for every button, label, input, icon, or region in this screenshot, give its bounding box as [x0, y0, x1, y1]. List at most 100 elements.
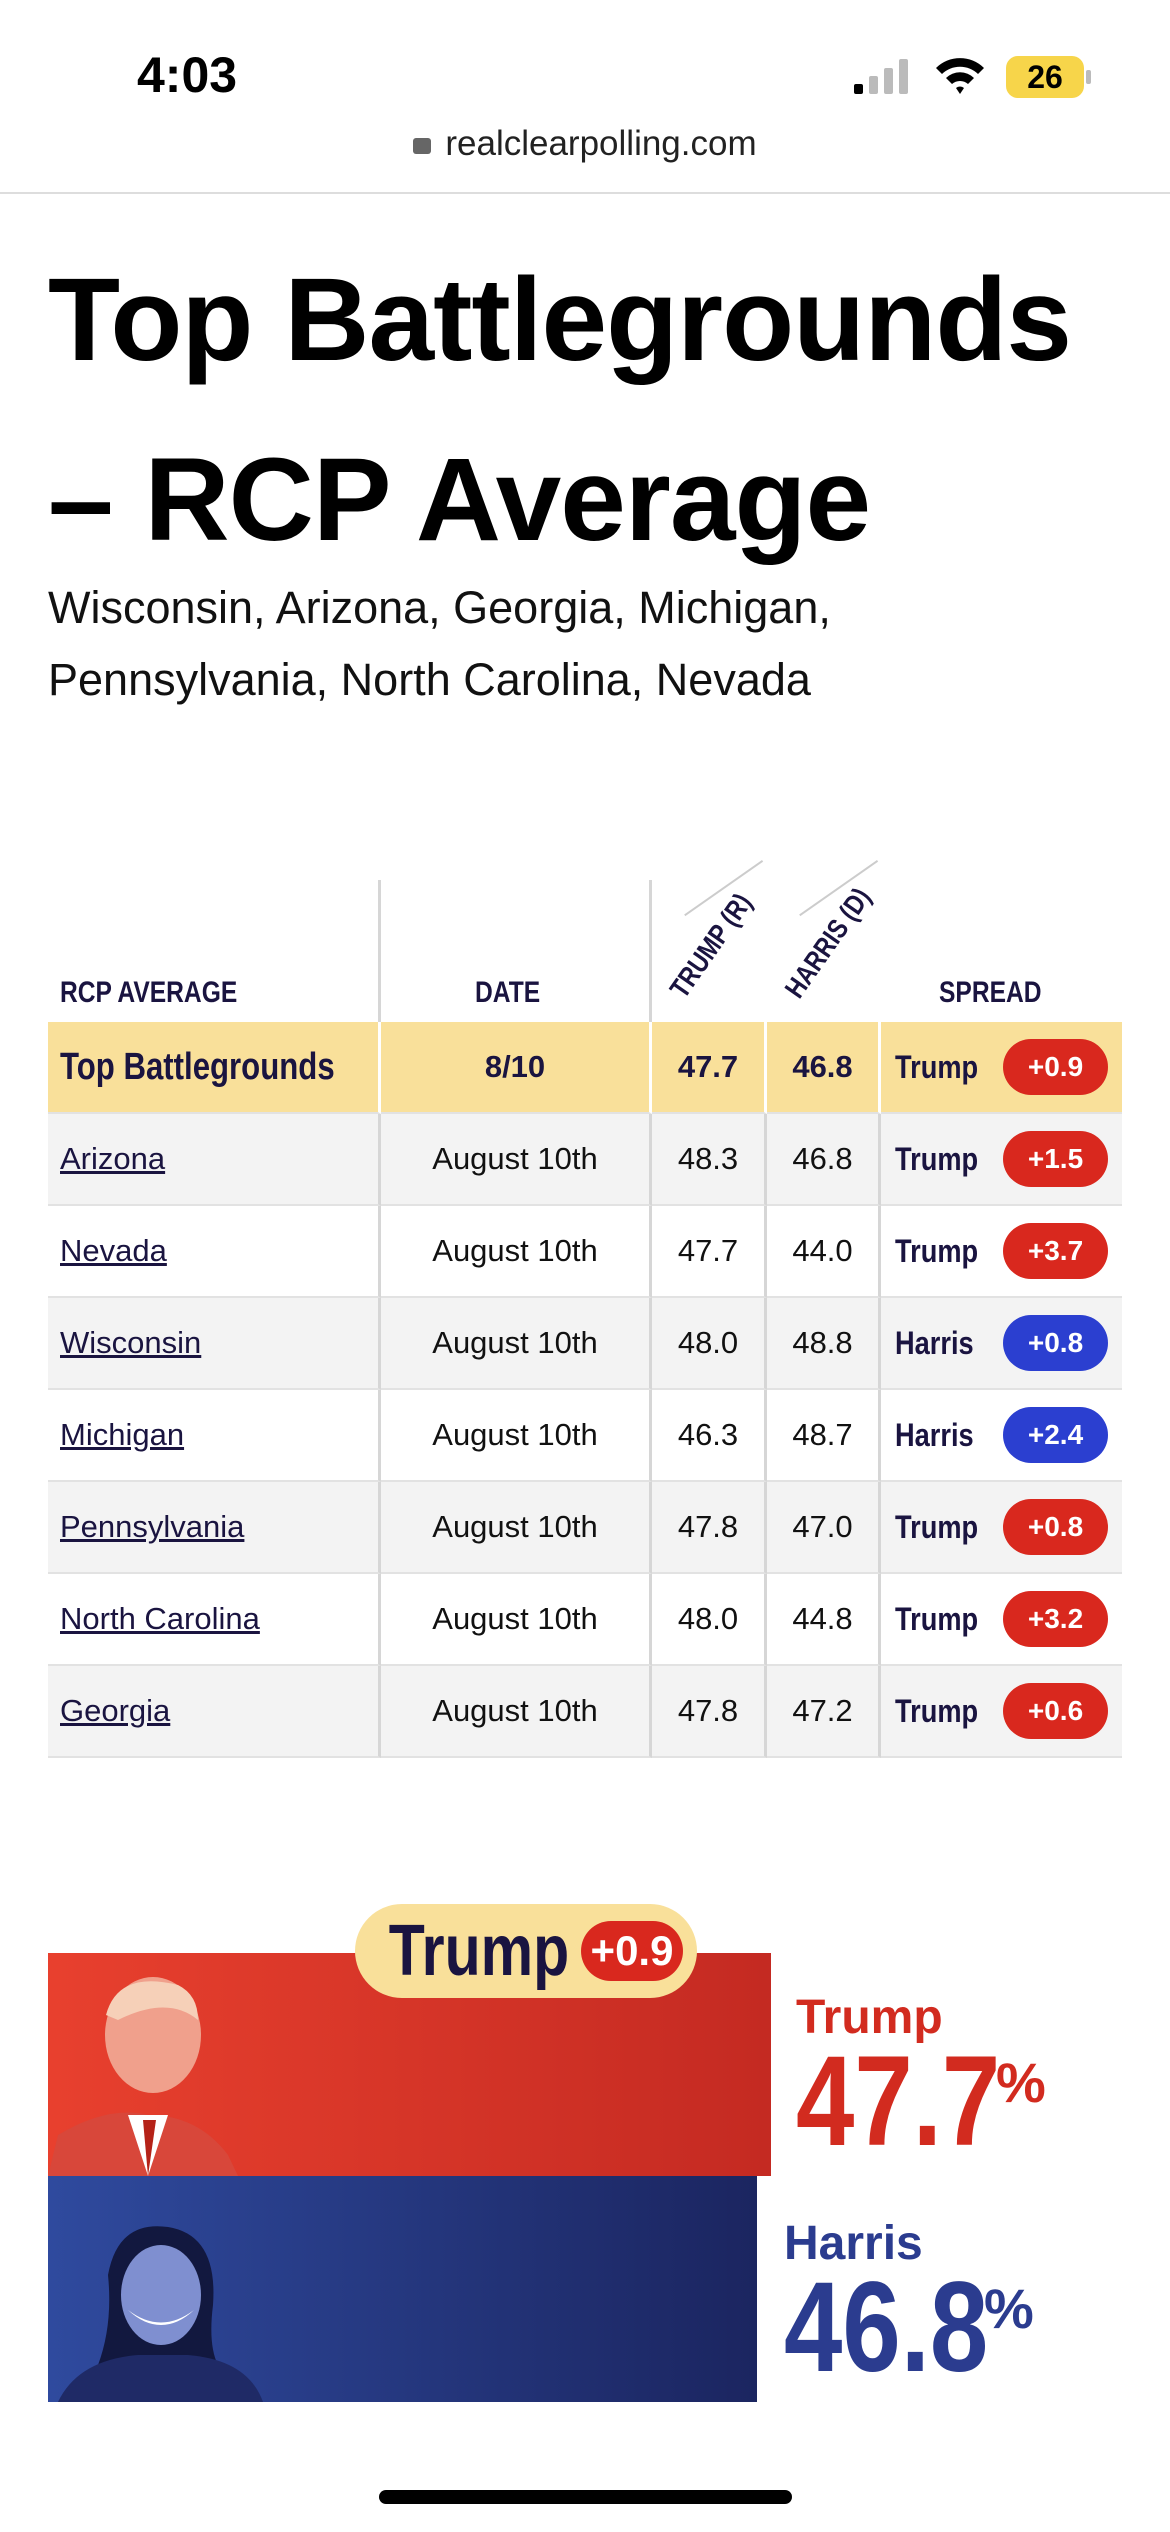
table-cell: August 10th	[381, 1666, 652, 1758]
state-link[interactable]: North Carolina	[60, 1601, 260, 1636]
cell-text: 47.0	[792, 1509, 853, 1544]
leader: Trump	[895, 1692, 979, 1729]
url-bar[interactable]: realclearpolling.com	[0, 124, 1170, 164]
cell-text: 44.8	[792, 1601, 853, 1636]
spread-badge: +0.9	[1003, 1039, 1108, 1095]
leader: Harris	[895, 1416, 974, 1453]
spread-badge: +3.2	[1003, 1591, 1108, 1647]
cell-text: 47.7	[677, 1233, 739, 1268]
state-link[interactable]: Pennsylvania	[60, 1509, 245, 1544]
table-cell: Wisconsin	[48, 1298, 381, 1390]
battery: 26	[1006, 56, 1084, 98]
summary-text: 46.8	[792, 1049, 853, 1084]
table-cell: August 10th	[381, 1298, 652, 1390]
state-link[interactable]: Wisconsin	[60, 1325, 202, 1360]
leader-spread: +0.9	[580, 1921, 684, 1981]
wifi-icon	[936, 58, 984, 94]
table-cell: August 10th	[381, 1390, 652, 1482]
candidate-result: Harris 46.8%	[784, 2216, 1164, 2436]
cell-text: August 10th	[432, 1325, 598, 1360]
table-cell: 48.3	[652, 1114, 767, 1206]
spread-badge: +0.6	[1003, 1683, 1108, 1739]
harris-photo	[58, 2226, 263, 2402]
battery-tip	[1086, 70, 1091, 84]
summary-text: 47.7	[677, 1049, 739, 1084]
table-cell: Michigan	[48, 1390, 381, 1482]
summary-cell: 47.7	[652, 1022, 767, 1114]
cell-text: 47.8	[677, 1509, 739, 1544]
poll-table: RCP AVERAGE DATE TRUMP (R) HARRIS (D) SPREAD…	[48, 860, 1122, 1758]
leader: Harris	[895, 1324, 974, 1361]
summary-cell: 46.8	[767, 1022, 881, 1114]
column-header-label: TRUMP (R)	[663, 887, 758, 1004]
signal-icon	[854, 59, 908, 94]
spread-badge: +0.8	[1003, 1315, 1108, 1371]
cell-text: August 10th	[432, 1601, 598, 1636]
divider	[0, 192, 1170, 194]
percent-sign: %	[996, 2051, 1046, 2114]
spread-badge: +3.7	[1003, 1223, 1108, 1279]
column-header-label: DATE	[475, 976, 541, 1009]
state-link[interactable]: Arizona	[60, 1141, 166, 1176]
table-cell: 47.8	[652, 1666, 767, 1758]
summary-cell: Top Battlegrounds	[48, 1022, 381, 1114]
cell-text: August 10th	[432, 1693, 598, 1728]
table-cell: Georgia	[48, 1666, 381, 1758]
summary-text: 8/10	[484, 1049, 546, 1084]
leader-name: Trump	[388, 1911, 569, 1991]
table-cell: 47.0	[767, 1482, 881, 1574]
table-cell: August 10th	[381, 1114, 652, 1206]
cell-text: 48.0	[677, 1601, 739, 1636]
table-cell: Harris +0.8	[881, 1298, 1122, 1390]
leader: Trump	[895, 1508, 979, 1545]
table-cell: 46.8	[767, 1114, 881, 1206]
state-link[interactable]: Nevada	[60, 1233, 167, 1268]
table-cell: 48.0	[652, 1574, 767, 1666]
cell-text: 48.0	[677, 1325, 739, 1360]
cell-text: 48.7	[792, 1417, 853, 1452]
leader-pill: Trump +0.9	[355, 1904, 697, 1998]
table-cell: 44.8	[767, 1574, 881, 1666]
state-link[interactable]: Georgia	[60, 1693, 171, 1728]
trump-photo	[48, 1977, 238, 2176]
table-cell: 46.3	[652, 1390, 767, 1482]
candidate-percent: 46.8	[784, 2256, 989, 2399]
cell-text: August 10th	[432, 1417, 598, 1452]
table-cell: Nevada	[48, 1206, 381, 1298]
cell-text: August 10th	[432, 1509, 598, 1544]
candidate-value: 46.8%	[784, 2263, 1164, 2393]
summary-cell: Trump +0.9	[881, 1022, 1122, 1114]
table-cell: August 10th	[381, 1482, 652, 1574]
column-header: DATE	[381, 880, 652, 1022]
subtitle: Wisconsin, Arizona, Georgia, Michigan, P…	[48, 582, 831, 705]
column-header-label: SPREAD	[938, 976, 1042, 1009]
column-header-label: RCP AVERAGE	[60, 976, 238, 1009]
table-cell: Arizona	[48, 1114, 381, 1206]
table-cell: Trump +3.7	[881, 1206, 1122, 1298]
cell-text: 48.8	[792, 1325, 853, 1360]
status-time: 4:03	[137, 47, 238, 103]
table-cell: 48.7	[767, 1390, 881, 1482]
table-cell: Trump +1.5	[881, 1114, 1122, 1206]
column-header-label: HARRIS (D)	[778, 882, 877, 1004]
cell-text: 47.8	[677, 1693, 739, 1728]
leader: Trump	[895, 1140, 979, 1177]
table-cell: North Carolina	[48, 1574, 381, 1666]
column-header: HARRIS (D)	[767, 860, 881, 1022]
url: realclearpolling.com	[445, 124, 757, 163]
column-header: SPREAD	[881, 880, 1122, 1022]
cell-text: 44.0	[792, 1233, 853, 1268]
table-cell: 47.2	[767, 1666, 881, 1758]
summary-cell: 8/10	[381, 1022, 652, 1114]
home-indicator	[379, 2490, 792, 2504]
lock-icon	[413, 137, 432, 154]
leader: Trump	[895, 1232, 979, 1269]
table-cell: Trump +0.6	[881, 1666, 1122, 1758]
candidate-name: Harris	[784, 2217, 923, 2270]
page-title: Top Battlegrounds – RCP Average	[48, 254, 1072, 566]
column-header: RCP AVERAGE	[48, 880, 381, 1022]
cell-text: 46.3	[677, 1417, 739, 1452]
table-cell: 47.8	[652, 1482, 767, 1574]
state-link[interactable]: Michigan	[60, 1417, 185, 1452]
